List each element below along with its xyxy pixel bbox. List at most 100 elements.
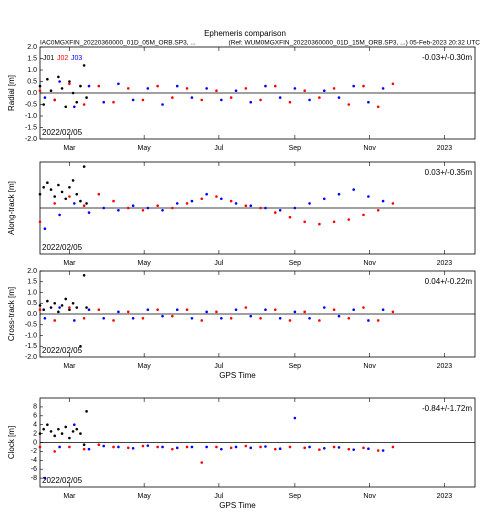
point (73, 202, 76, 205)
x-tick-label: Jul (214, 145, 223, 152)
point (367, 319, 370, 322)
y-tick-label: 1.5 (27, 279, 37, 286)
y-axis-label: Cross-track [m] (7, 287, 16, 341)
point (53, 301, 57, 305)
point (220, 317, 223, 320)
point (58, 213, 61, 217)
point (117, 310, 120, 314)
point (79, 84, 82, 88)
y-tick-label: 0.5 (27, 300, 37, 307)
point (303, 446, 306, 450)
point (68, 195, 71, 198)
x-tick-label: 2023 (437, 493, 453, 500)
point (64, 297, 68, 301)
point (332, 220, 336, 224)
x-tick-label: Mar (63, 493, 76, 500)
point (53, 434, 57, 438)
point (82, 447, 86, 451)
annotation: -0.84+/-1.72m (422, 404, 472, 413)
point (376, 449, 380, 452)
point (58, 445, 61, 449)
point (185, 308, 189, 312)
point (73, 423, 76, 427)
x-tick-label: Nov (363, 145, 376, 152)
x-tick-label: 2023 (437, 260, 453, 267)
point (278, 317, 282, 320)
point (53, 195, 57, 198)
point (322, 306, 326, 309)
point (308, 317, 311, 320)
point (190, 445, 194, 449)
point (82, 204, 86, 207)
point (205, 87, 208, 90)
point (200, 461, 204, 464)
point (347, 447, 351, 451)
point (215, 445, 218, 449)
point (73, 105, 76, 109)
point (259, 98, 262, 102)
x-tick-label: May (138, 493, 152, 500)
point (75, 192, 79, 196)
y-tick-label: -2.0 (25, 136, 37, 143)
x-axis-label: GPS Time (219, 501, 256, 510)
point (79, 344, 82, 348)
x-tick-label: May (138, 145, 152, 152)
x-tick-label: Sep (289, 260, 302, 267)
y-tick-label: 2.0 (27, 268, 37, 275)
point (332, 87, 336, 90)
legend-entry: J01 (43, 55, 54, 62)
point (175, 308, 179, 312)
point (220, 98, 223, 102)
point (318, 222, 321, 226)
point (381, 87, 385, 90)
point (273, 308, 277, 312)
point (171, 314, 174, 318)
x-tick-label: Mar (63, 145, 76, 152)
point (87, 308, 91, 312)
point (71, 179, 75, 182)
x-tick-label: Jul (214, 493, 223, 500)
point (278, 96, 282, 99)
point (85, 410, 88, 413)
point (367, 447, 370, 451)
y-tick-label: -4 (31, 457, 37, 464)
point (244, 444, 248, 448)
point (190, 317, 194, 320)
point (87, 211, 91, 214)
point (97, 192, 101, 196)
point (220, 447, 223, 451)
y-tick-label: -6 (31, 466, 37, 473)
point (38, 308, 42, 312)
y-tick-label: -1.0 (25, 332, 37, 339)
point (49, 188, 53, 191)
point (205, 192, 208, 196)
point (161, 445, 164, 449)
point (131, 98, 135, 102)
point (303, 310, 306, 314)
y-tick-label: -8 (31, 475, 37, 482)
point (175, 202, 179, 205)
point (43, 96, 47, 99)
point (57, 183, 60, 187)
point (259, 445, 262, 449)
point (273, 211, 277, 214)
point (43, 476, 47, 480)
point (42, 186, 45, 189)
point (347, 218, 351, 221)
point (273, 447, 277, 451)
point (161, 103, 164, 106)
point (46, 423, 49, 427)
point (112, 100, 115, 104)
point (234, 202, 238, 205)
y-tick-label: 1.5 (27, 55, 37, 62)
point (249, 314, 253, 318)
point (175, 84, 179, 88)
y-tick-label: 1.0 (27, 67, 37, 74)
point (53, 202, 57, 205)
point (49, 430, 53, 433)
point (293, 206, 297, 210)
point (362, 446, 365, 450)
point (381, 308, 385, 312)
point (79, 199, 82, 203)
